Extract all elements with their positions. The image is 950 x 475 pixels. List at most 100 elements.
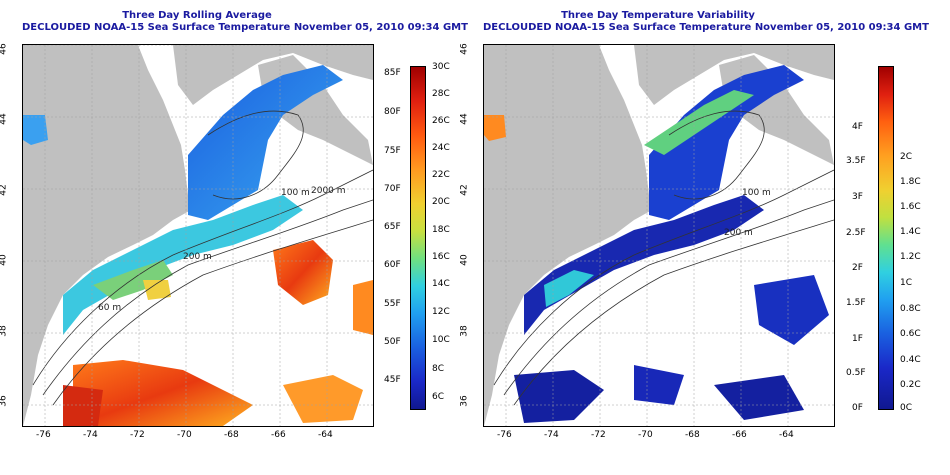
contour-200m	[42, 199, 373, 396]
right-panel-title-block: Three Day Temperature Variability DECLOU…	[483, 10, 929, 34]
cbar-label-c: 22C	[432, 170, 450, 180]
x-tick: -70	[177, 430, 192, 440]
nw-edge-blue	[23, 115, 48, 145]
cbar-label-c: 0.2C	[900, 380, 921, 390]
land-mass	[23, 45, 191, 426]
cbar-label-c: 1.4C	[900, 227, 921, 237]
cbar-label-c: 8C	[432, 364, 445, 374]
yellow-patch	[143, 280, 171, 300]
new-brunswick-land	[634, 45, 834, 105]
y-tick: 42	[459, 184, 470, 196]
cbar-label-c: 12C	[432, 307, 450, 317]
x-tick: -64	[318, 430, 333, 440]
y-tick: 38	[459, 325, 470, 337]
x-tick: -72	[591, 430, 606, 440]
cbar-label-c: 20C	[432, 197, 450, 207]
cbar-label-f: 3F	[852, 192, 863, 202]
warm-southeast	[283, 375, 363, 423]
cbar-label-c: 16C	[432, 252, 450, 262]
cbar-label-f: 2.5F	[846, 228, 866, 238]
cbar-label-c: 1.8C	[900, 177, 921, 187]
x-tick: -76	[36, 430, 51, 440]
left-panel-title-block: Three Day Rolling Average DECLOUDED NOAA…	[22, 10, 468, 34]
y-tick: 46	[0, 43, 9, 55]
right-variability-map: 100 m 200 m	[483, 44, 835, 427]
coastal-cyan	[544, 270, 594, 307]
grid-lines	[484, 45, 834, 426]
cbar-label-f: 3.5F	[846, 156, 866, 166]
cbar-label-c: 14C	[432, 279, 450, 289]
cbar-label-c: 28C	[432, 89, 450, 99]
x-tick: -64	[779, 430, 794, 440]
cbar-label-f: 60F	[384, 260, 401, 270]
scattered-east	[754, 275, 829, 345]
cbar-label-f: 55F	[384, 299, 401, 309]
left-sst-map: 100 m 2000 m 200 m 60 m	[22, 44, 374, 427]
y-tick: 42	[0, 184, 9, 196]
warm-eddy-east	[273, 240, 333, 305]
x-tick: -68	[224, 430, 239, 440]
contour-100m	[32, 169, 373, 386]
x-tick: -68	[685, 430, 700, 440]
grid-lines	[23, 45, 373, 426]
cbar-label-c: 24C	[432, 143, 450, 153]
cbar-label-f: 65F	[384, 222, 401, 232]
contour-gom	[668, 110, 765, 200]
cbar-label-c: 30C	[432, 62, 450, 72]
nw-edge-orange	[484, 115, 506, 141]
cbar-label-c: 18C	[432, 225, 450, 235]
warm-sw-corner	[63, 385, 103, 426]
right-panel-subtitle: DECLOUDED NOAA-15 Sea Surface Temperatur…	[483, 22, 929, 33]
cbar-label-c: 1.2C	[900, 252, 921, 262]
contour-gom	[207, 110, 304, 200]
cbar-label-c: 2C	[900, 152, 913, 162]
cbar-label-c: 0.4C	[900, 355, 921, 365]
cbar-label-c: 6C	[432, 392, 445, 402]
cbar-label-f: 70F	[384, 184, 401, 194]
y-tick: 36	[459, 395, 470, 407]
x-tick: -74	[83, 430, 98, 440]
cbar-label-c: 10C	[432, 335, 450, 345]
shelf-variability	[524, 195, 764, 335]
cbar-label-f: 85F	[384, 68, 401, 78]
cbar-label-c: 0.6C	[900, 329, 921, 339]
cbar-label-f: 2F	[852, 263, 863, 273]
cbar-label-f: 1.5F	[846, 298, 866, 308]
contour-label-100m: 100 m	[742, 188, 771, 198]
right-panel-title: Three Day Temperature Variability	[561, 10, 755, 21]
new-brunswick-land	[173, 45, 373, 105]
shelf-water-cyan	[63, 195, 303, 335]
land-mass	[484, 45, 652, 426]
contour-200m	[503, 199, 834, 396]
cbar-label-f: 50F	[384, 337, 401, 347]
x-tick: -76	[497, 430, 512, 440]
cbar-label-f: 4F	[852, 122, 863, 132]
contour-label-200m: 200 m	[183, 252, 212, 262]
x-tick: -74	[544, 430, 559, 440]
cbar-label-f: 80F	[384, 107, 401, 117]
cbar-label-c: 1.6C	[900, 202, 921, 212]
cbar-label-f: 1F	[852, 334, 863, 344]
y-tick: 38	[0, 325, 9, 337]
y-tick: 44	[0, 113, 9, 125]
cbar-label-f: 45F	[384, 375, 401, 385]
left-colorbar	[410, 66, 426, 410]
x-tick: -70	[638, 430, 653, 440]
gom-green-band	[644, 90, 754, 155]
contour-label-200m: 200 m	[724, 228, 753, 238]
contour-label-100m: 100 m	[281, 188, 310, 198]
cbar-label-c: 0.8C	[900, 304, 921, 314]
cbar-label-c: 1C	[900, 278, 913, 288]
cbar-label-c: 26C	[432, 116, 450, 126]
scattered-southeast	[714, 375, 804, 420]
contour-label-2000m: 2000 m	[311, 186, 346, 196]
left-panel-subtitle: DECLOUDED NOAA-15 Sea Surface Temperatur…	[22, 22, 468, 33]
cbar-label-c: 0C	[900, 403, 913, 413]
warm-east-edge	[353, 280, 373, 335]
scattered-south-2	[634, 365, 684, 405]
y-tick: 40	[459, 254, 470, 266]
x-tick: -66	[732, 430, 747, 440]
contour-label-60m: 60 m	[98, 303, 121, 313]
y-tick: 46	[459, 43, 470, 55]
contour-2000m	[513, 219, 834, 406]
